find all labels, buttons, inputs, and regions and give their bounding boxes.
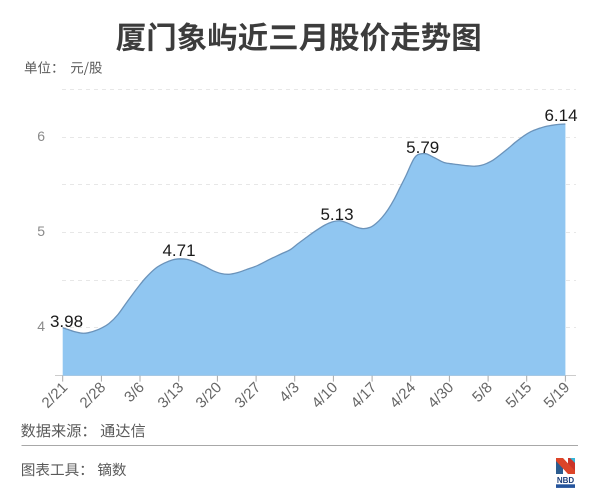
svg-text:NBD: NBD — [557, 476, 575, 485]
